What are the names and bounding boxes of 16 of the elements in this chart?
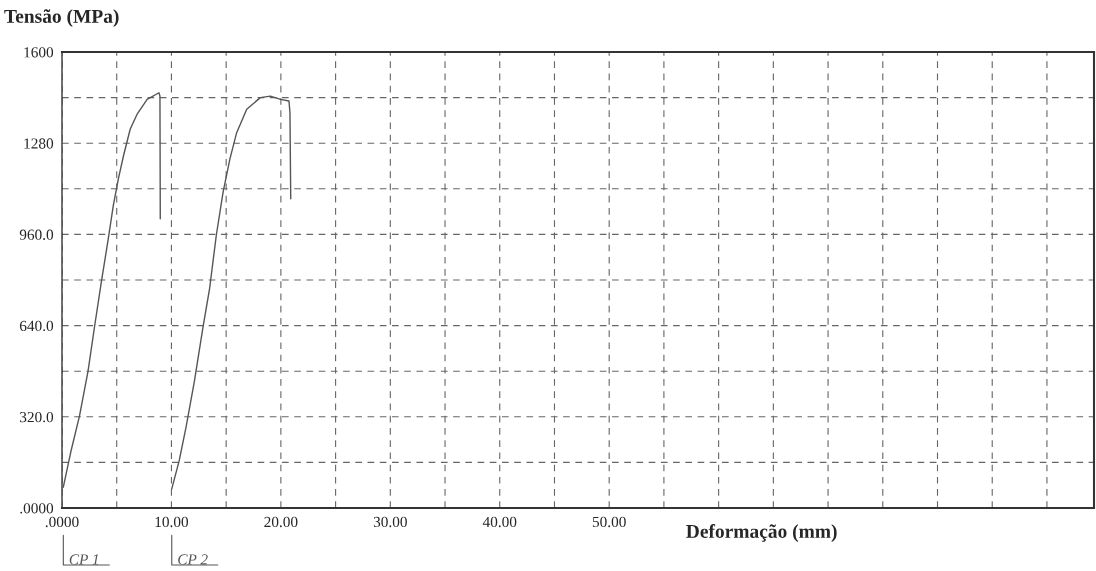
x-tick-label: 20.00	[264, 516, 298, 528]
text: CP 2	[178, 554, 208, 565]
x-tick-label: 30.00	[373, 516, 407, 528]
x-tick-label: 50.00	[592, 516, 626, 528]
y-tick-label: 640.0	[19, 320, 54, 332]
x-tick-label: .0000	[45, 516, 79, 528]
y-axis-title: Tensão (MPa)	[4, 9, 119, 27]
y-tick-label: 960.0	[19, 229, 54, 240]
x-axis-title: Deformação (mm)	[686, 524, 837, 542]
y-tick-label: 320.0	[20, 411, 54, 423]
y-tick-label: 1280	[24, 138, 54, 149]
y-tick-label: .0000	[20, 503, 54, 514]
y-tick-label: 1600	[24, 47, 54, 58]
x-tick-label: 40.00	[482, 516, 517, 528]
x-tick-label: 10.00	[155, 516, 189, 528]
text: CP 1	[69, 554, 98, 565]
